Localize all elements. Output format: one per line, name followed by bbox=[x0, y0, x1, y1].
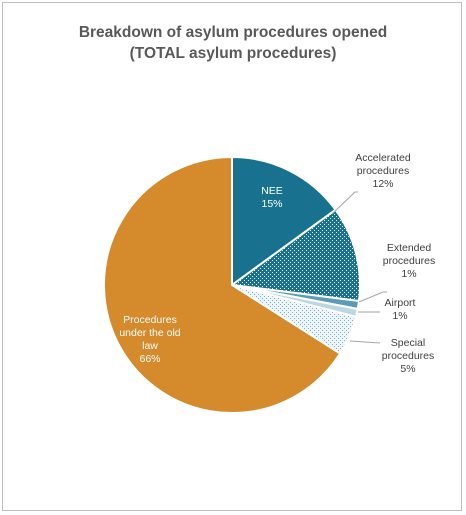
slice-label-2: Extended procedures 1% bbox=[383, 242, 436, 280]
slice-label-line: 5% bbox=[400, 363, 415, 375]
slice-label-line: 66% bbox=[139, 353, 160, 365]
slice-label-4: Special procedures 5% bbox=[382, 337, 435, 375]
slice-label-3: Airport 1% bbox=[385, 297, 416, 322]
slice-label-line: 12% bbox=[372, 178, 393, 190]
slice-label-line: Accelerated bbox=[355, 152, 411, 164]
slice-label-line: procedures bbox=[382, 350, 435, 362]
slice-label-line: NEE bbox=[261, 185, 283, 197]
slice-label-5: Procedures under the old law 66% bbox=[119, 314, 180, 365]
leader-line-4 bbox=[349, 340, 381, 344]
chart-title-line-2: (TOTAL asylum procedures) bbox=[129, 45, 337, 62]
slice-label-line: Airport bbox=[385, 297, 416, 309]
chart-title: Breakdown of asylum procedures opened (T… bbox=[0, 22, 466, 64]
slice-label-line: procedures bbox=[383, 255, 436, 267]
leader-line-2 bbox=[358, 291, 387, 303]
pie-slice-0 bbox=[231, 155, 337, 287]
slice-label-line: procedures bbox=[357, 165, 410, 177]
slice-label-line: 1% bbox=[392, 310, 407, 322]
slice-label-line: Extended bbox=[387, 242, 432, 254]
slice-label-line: 1% bbox=[401, 268, 416, 280]
leader-line-1 bbox=[331, 191, 358, 215]
slice-label-line: Procedures bbox=[123, 314, 177, 326]
pie-slice-5 bbox=[103, 155, 342, 414]
chart-title-line-1: Breakdown of asylum procedures opened bbox=[78, 24, 388, 41]
slice-label-line: under the old bbox=[119, 327, 180, 339]
slice-label-0: NEE 15% bbox=[261, 185, 283, 210]
slice-label-line: law bbox=[142, 340, 158, 352]
slice-label-1: Accelerated procedures 12% bbox=[355, 152, 411, 190]
slice-label-line: 15% bbox=[261, 198, 282, 210]
slice-label-line: Special bbox=[391, 337, 425, 349]
pie-slice-1 bbox=[229, 208, 361, 303]
